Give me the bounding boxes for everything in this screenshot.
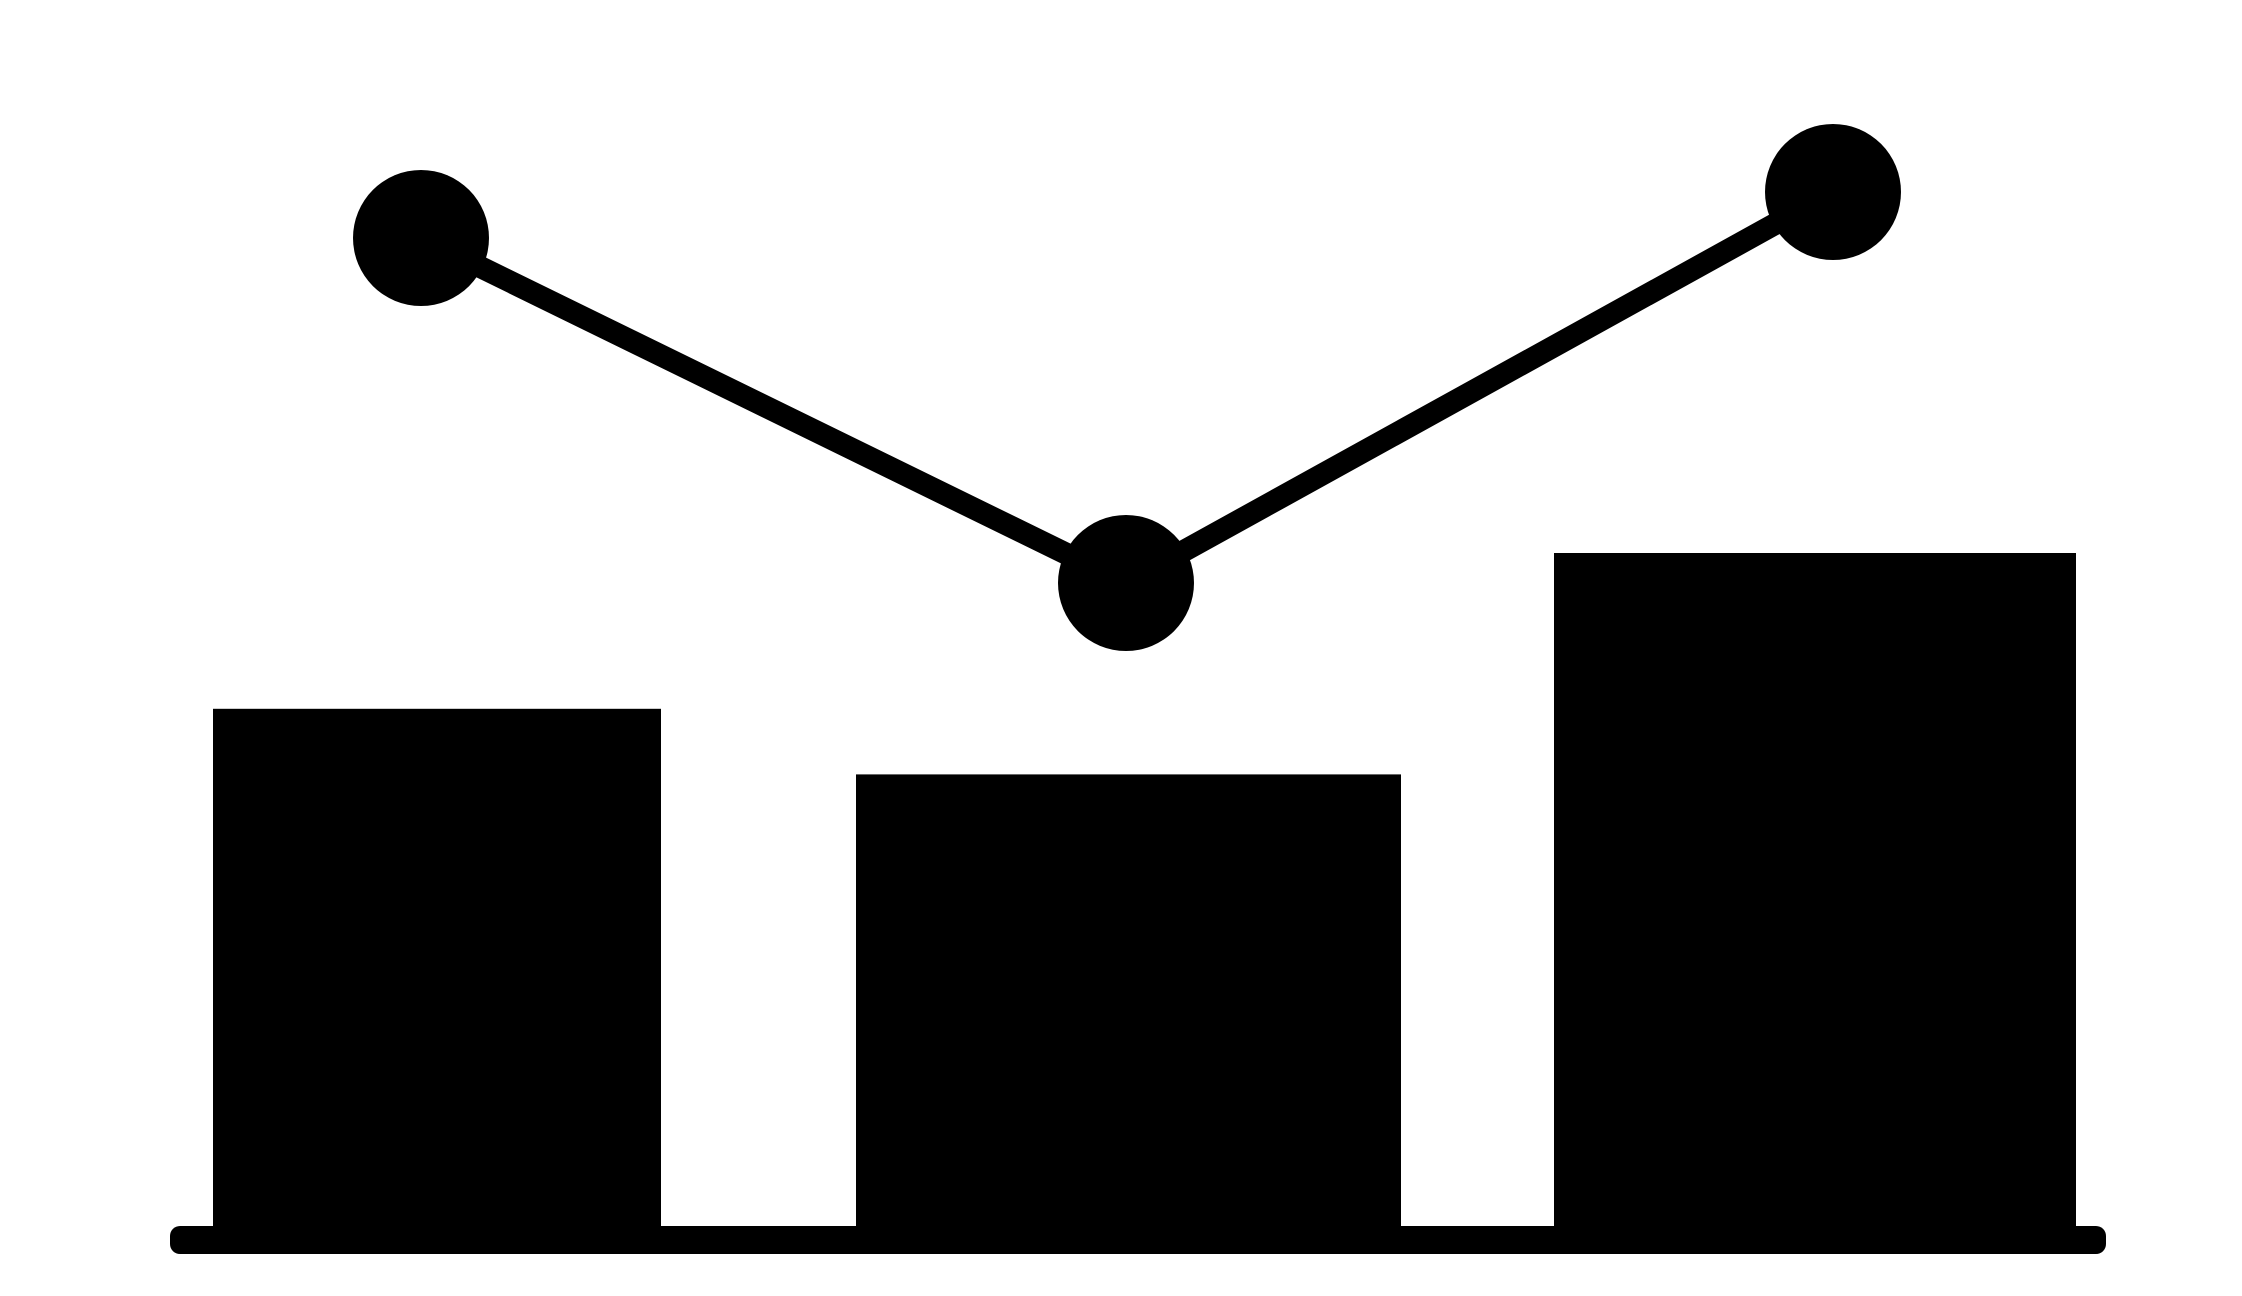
bar-1 xyxy=(213,708,661,1250)
trend-point-2 xyxy=(1058,515,1194,651)
baseline-axis xyxy=(170,1226,2106,1254)
trend-point-1 xyxy=(353,170,489,306)
bar-3 xyxy=(1554,553,2076,1250)
bar-2 xyxy=(856,774,1401,1250)
trend-point-3 xyxy=(1765,124,1901,260)
